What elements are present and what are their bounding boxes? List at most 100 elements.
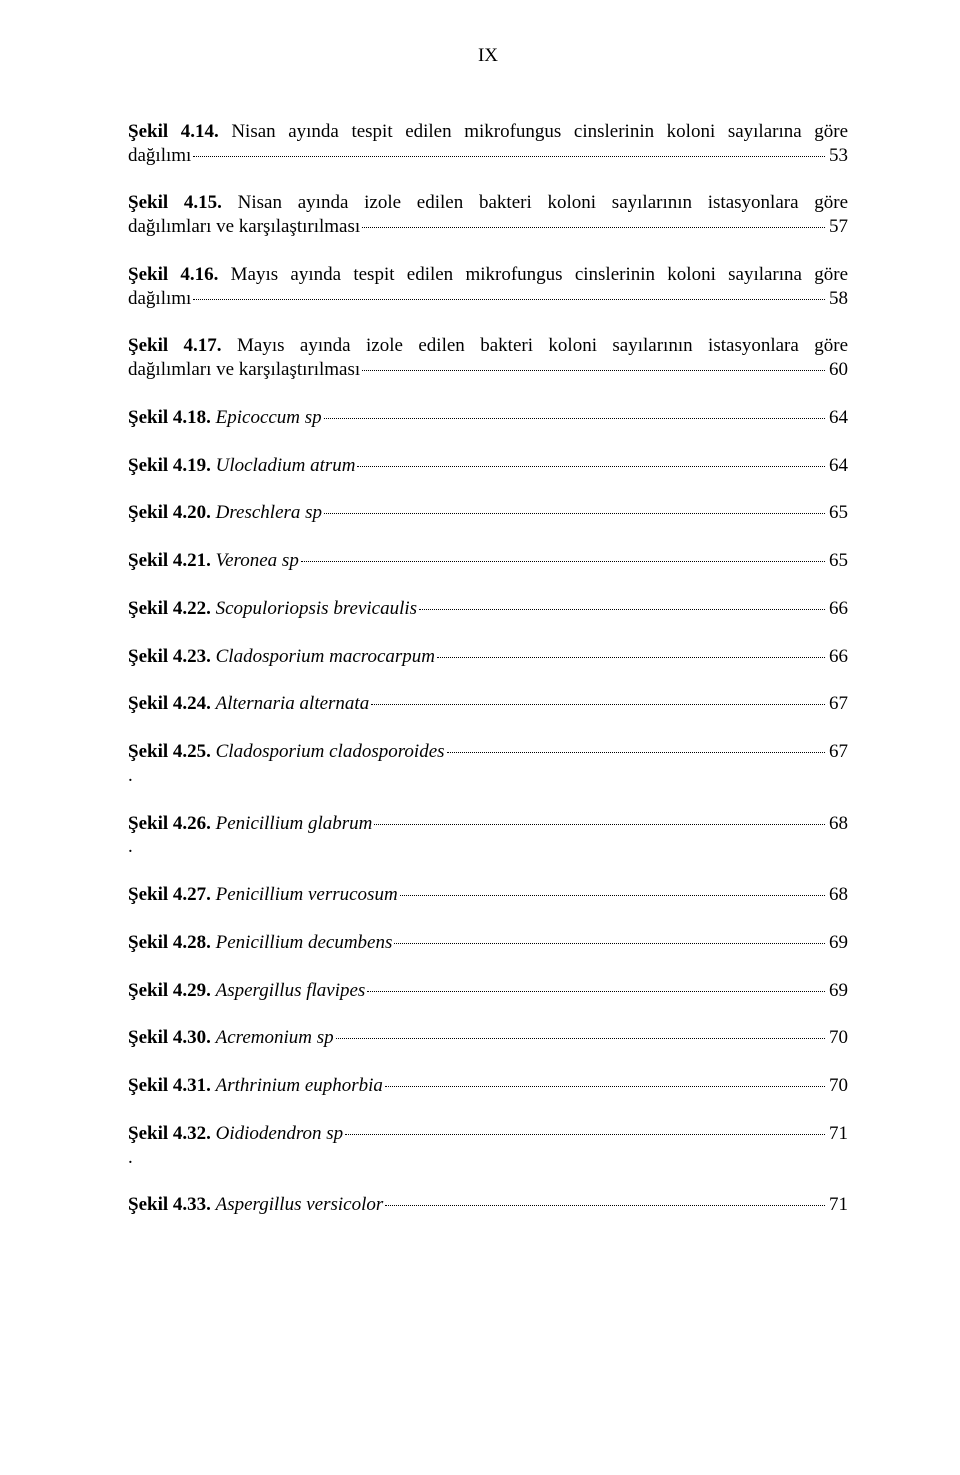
entry-label: Şekil 4.32. — [128, 1122, 211, 1146]
entry-text-cont: dağılımı — [128, 144, 191, 168]
leader-dots — [193, 299, 825, 300]
leader-dots — [367, 991, 825, 992]
entry-page: 65 — [827, 549, 848, 573]
figure-entry: Şekil 4.27. Penicillium verrucosum 68 — [128, 883, 848, 907]
entry-text: Penicillium glabrum — [216, 812, 373, 836]
leader-dots — [324, 513, 825, 514]
leader-dots — [437, 657, 825, 658]
entry-label: Şekil 4.25. — [128, 740, 211, 764]
trailing-period: . — [128, 1146, 848, 1170]
entry-page: 70 — [827, 1074, 848, 1098]
figure-entry: Şekil 4.22. Scopuloriopsis brevicaulis 66 — [128, 597, 848, 621]
figure-entry: Şekil 4.29. Aspergillus flavipes 69 — [128, 979, 848, 1003]
leader-dots — [400, 895, 825, 896]
figure-entry: Şekil 4.30. Acremonium sp70 — [128, 1026, 848, 1050]
entry-text: Oidiodendron sp — [216, 1122, 344, 1146]
figure-entry: Şekil 4.24. Alternaria alternata 67 — [128, 692, 848, 716]
figure-entry: Şekil 4.31. Arthrinium euphorbia 70 — [128, 1074, 848, 1098]
leader-dots — [362, 370, 825, 371]
entry-label: Şekil 4.33. — [128, 1193, 211, 1217]
entry-text: Nisan ayında izole edilen bakteri koloni… — [238, 192, 848, 213]
entry-page: 66 — [827, 597, 848, 621]
figure-entry: Şekil 4.26. Penicillium glabrum68. — [128, 812, 848, 860]
entry-text: Mayıs ayında izole edilen bakteri koloni… — [237, 335, 848, 356]
figure-entry: Şekil 4.25. Cladosporium cladosporoides6… — [128, 740, 848, 788]
entry-page: 68 — [827, 812, 848, 836]
entry-text: Penicillium decumbens — [216, 931, 393, 955]
leader-dots — [357, 466, 825, 467]
entry-label: Şekil 4.15. — [128, 192, 222, 213]
entry-text: Acremonium sp — [216, 1026, 334, 1050]
entry-label: Şekil 4.24. — [128, 692, 211, 716]
entry-label: Şekil 4.28. — [128, 931, 211, 955]
entry-page: 65 — [827, 501, 848, 525]
entry-page: 57 — [827, 215, 848, 239]
leader-dots — [419, 609, 825, 610]
entry-line1: Şekil 4.15. Nisan ayında izole edilen ba… — [128, 191, 848, 215]
figure-list: Şekil 4.14. Nisan ayında tespit edilen m… — [128, 120, 848, 1217]
entry-page: 64 — [827, 406, 848, 430]
entry-label: Şekil 4.20. — [128, 501, 211, 525]
leader-dots — [324, 418, 825, 419]
entry-label: Şekil 4.21. — [128, 549, 211, 573]
entry-page: 58 — [827, 287, 848, 311]
entry-page: 64 — [827, 454, 848, 478]
figure-entry: Şekil 4.28. Penicillium decumbens69 — [128, 931, 848, 955]
figure-entry: Şekil 4.14. Nisan ayında tespit edilen m… — [128, 120, 848, 168]
entry-page: 66 — [827, 645, 848, 669]
leader-dots — [374, 824, 825, 825]
entry-label: Şekil 4.22. — [128, 597, 211, 621]
entry-text-cont: dağılımları ve karşılaştırılması — [128, 215, 360, 239]
entry-line1: Şekil 4.14. Nisan ayında tespit edilen m… — [128, 120, 848, 144]
entry-text: Penicillium verrucosum — [216, 883, 398, 907]
figure-entry: Şekil 4.23. Cladosporium macrocarpum 66 — [128, 645, 848, 669]
leader-dots — [362, 227, 825, 228]
entry-label: Şekil 4.27. — [128, 883, 211, 907]
entry-text: Aspergillus versicolor — [216, 1193, 384, 1217]
figure-entry: Şekil 4.33. Aspergillus versicolor 71 — [128, 1193, 848, 1217]
entry-page: 53 — [827, 144, 848, 168]
entry-page: 70 — [827, 1026, 848, 1050]
entry-line1: Şekil 4.16. Mayıs ayında tespit edilen m… — [128, 263, 848, 287]
entry-page: 69 — [827, 979, 848, 1003]
leader-dots — [345, 1134, 825, 1135]
entry-label: Şekil 4.26. — [128, 812, 211, 836]
leader-dots — [371, 704, 825, 705]
figure-entry: Şekil 4.21. Veronea sp 65 — [128, 549, 848, 573]
entry-text: Epicoccum sp — [216, 406, 322, 430]
entry-page: 71 — [827, 1193, 848, 1217]
entry-text: Veronea sp — [216, 549, 299, 573]
entry-text: Dreschlera sp — [216, 501, 322, 525]
entry-text: Nisan ayında tespit edilen mikrofungus c… — [231, 121, 848, 142]
entry-label: Şekil 4.23. — [128, 645, 211, 669]
entry-label: Şekil 4.31. — [128, 1074, 211, 1098]
entry-label: Şekil 4.16. — [128, 264, 218, 285]
trailing-period: . — [128, 764, 848, 788]
document-page: IX Şekil 4.14. Nisan ayında tespit edile… — [0, 0, 960, 1475]
figure-entry: Şekil 4.18. Epicoccum sp 64 — [128, 406, 848, 430]
entry-text: Ulocladium atrum — [216, 454, 356, 478]
figure-entry: Şekil 4.15. Nisan ayında izole edilen ba… — [128, 191, 848, 239]
entry-label: Şekil 4.29. — [128, 979, 211, 1003]
leader-dots — [447, 752, 825, 753]
entry-text: Scopuloriopsis brevicaulis — [216, 597, 417, 621]
entry-page: 67 — [827, 692, 848, 716]
entry-label: Şekil 4.19. — [128, 454, 211, 478]
leader-dots — [385, 1086, 825, 1087]
entry-page: 68 — [827, 883, 848, 907]
entry-text: Aspergillus flavipes — [216, 979, 366, 1003]
leader-dots — [193, 156, 825, 157]
leader-dots — [301, 561, 825, 562]
figure-entry: Şekil 4.16. Mayıs ayında tespit edilen m… — [128, 263, 848, 311]
entry-line1: Şekil 4.17. Mayıs ayında izole edilen ba… — [128, 334, 848, 358]
page-number: IX — [128, 44, 848, 68]
entry-text-cont: dağılımı — [128, 287, 191, 311]
entry-label: Şekil 4.18. — [128, 406, 211, 430]
entry-text-cont: dağılımları ve karşılaştırılması — [128, 358, 360, 382]
entry-text: Cladosporium macrocarpum — [216, 645, 435, 669]
entry-page: 60 — [827, 358, 848, 382]
entry-text: Mayıs ayında tespit edilen mikrofungus c… — [231, 264, 848, 285]
entry-text: Alternaria alternata — [216, 692, 370, 716]
figure-entry: Şekil 4.32. Oidiodendron sp71. — [128, 1122, 848, 1170]
entry-text: Arthrinium euphorbia — [216, 1074, 383, 1098]
